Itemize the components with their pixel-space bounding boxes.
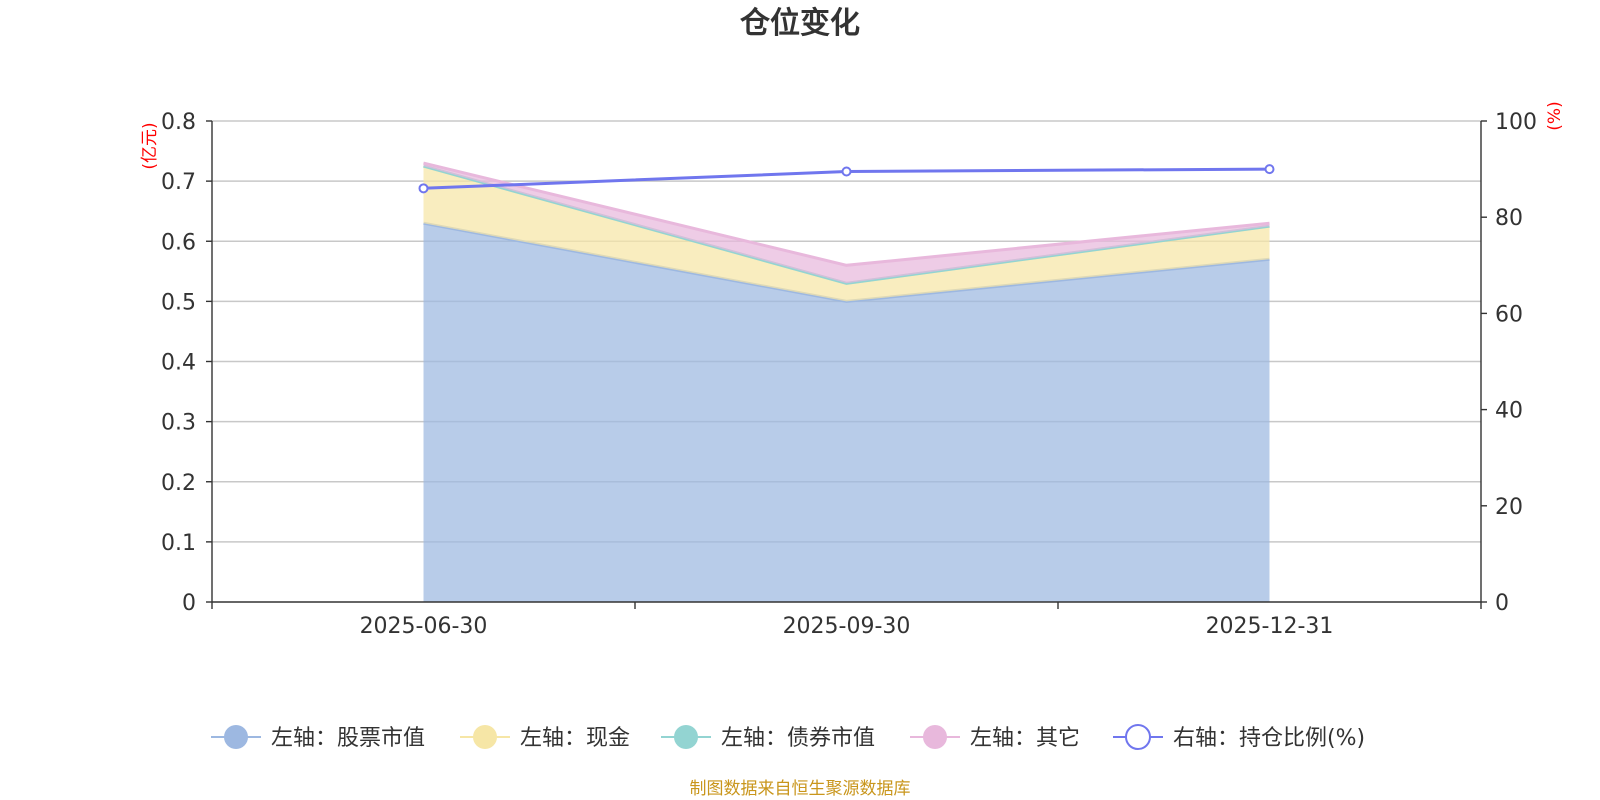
legend-label-1: 左轴：现金 <box>520 726 630 751</box>
legend-item-4: 右轴：持仓比例(%) <box>1113 724 1365 751</box>
legend-marker-2 <box>674 725 698 749</box>
x-tick-label: 2025-09-30 <box>783 614 911 639</box>
right-tick-label: 80 <box>1495 206 1523 231</box>
right-tick-label: 20 <box>1495 495 1523 520</box>
x-tick-label: 2025-06-30 <box>360 614 488 639</box>
area-series-0 <box>423 223 1270 602</box>
legend-marker-0 <box>224 725 248 749</box>
right-tick-label: 60 <box>1495 302 1523 327</box>
legend-item-3: 左轴：其它 <box>910 725 1080 751</box>
legend-item-0: 左轴：股票市值 <box>211 725 425 751</box>
source-note: 制图数据来自恒生聚源数据库 <box>690 779 911 799</box>
right-tick-label: 100 <box>1495 110 1537 135</box>
left-tick-label: 0.7 <box>161 170 196 195</box>
area-series <box>423 161 1270 602</box>
area-series-3 <box>423 163 1270 284</box>
left-tick-label: 0.4 <box>161 351 196 376</box>
legend-marker-1 <box>473 725 497 749</box>
legend-item-1: 左轴：现金 <box>460 725 630 751</box>
legend: 左轴：股票市值 左轴：现金 左轴：债券市值 左轴：其它 右轴：持仓比例(%) <box>211 724 1365 751</box>
left-tick-label: 0 <box>182 591 196 616</box>
right-axis-unit: (%) <box>1545 101 1565 130</box>
left-axis-unit: (亿元) <box>140 122 160 169</box>
chart-title: 仓位变化 <box>740 6 860 41</box>
left-tick-label: 0.5 <box>161 290 196 315</box>
line-point <box>841 166 852 177</box>
legend-item-2: 左轴：债券市值 <box>661 725 875 751</box>
legend-label-4: 右轴：持仓比例(%) <box>1173 726 1365 751</box>
line-series <box>418 164 1275 194</box>
right-tick-label: 40 <box>1495 399 1523 424</box>
legend-label-0: 左轴：股票市值 <box>271 726 425 751</box>
x-tick-label: 2025-12-31 <box>1206 614 1334 639</box>
legend-marker-4 <box>1125 724 1151 750</box>
area-series-1 <box>423 166 1270 302</box>
line-point <box>1264 164 1275 175</box>
left-tick-label: 0.2 <box>161 471 196 496</box>
legend-label-3: 左轴：其它 <box>970 726 1080 751</box>
line-point <box>418 183 429 194</box>
left-tick-label: 0.1 <box>161 531 196 556</box>
left-tick-label: 0.6 <box>161 230 196 255</box>
legend-label-2: 左轴：债券市值 <box>721 726 875 751</box>
axes: 0 0.1 0.2 0.3 0.4 0.5 0.6 0.7 0.8 0 20 40 60 80 100 202… <box>161 110 1537 639</box>
left-tick-label: 0.8 <box>161 110 196 135</box>
area-edge-3 <box>423 161 1270 267</box>
left-tick-label: 0.3 <box>161 411 196 436</box>
right-tick-label: 0 <box>1495 591 1509 616</box>
legend-marker-3 <box>923 725 947 749</box>
